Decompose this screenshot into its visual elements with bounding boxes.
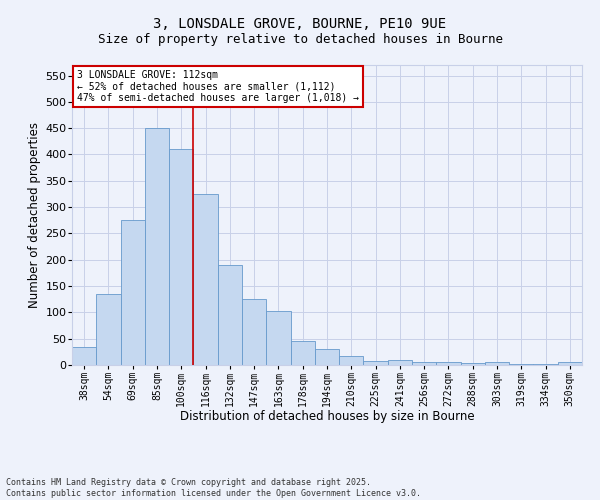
Bar xyxy=(558,362,582,365)
Text: 3 LONSDALE GROVE: 112sqm
← 52% of detached houses are smaller (1,112)
47% of sem: 3 LONSDALE GROVE: 112sqm ← 52% of detach… xyxy=(77,70,359,102)
Bar xyxy=(169,149,193,365)
X-axis label: Distribution of detached houses by size in Bourne: Distribution of detached houses by size … xyxy=(179,410,475,423)
Bar xyxy=(121,220,145,365)
Bar xyxy=(145,128,169,365)
Bar xyxy=(315,349,339,365)
Bar xyxy=(533,364,558,365)
Bar xyxy=(364,362,388,365)
Bar xyxy=(388,360,412,365)
Text: Size of property relative to detached houses in Bourne: Size of property relative to detached ho… xyxy=(97,32,503,46)
Text: Contains HM Land Registry data © Crown copyright and database right 2025.
Contai: Contains HM Land Registry data © Crown c… xyxy=(6,478,421,498)
Bar xyxy=(339,356,364,365)
Y-axis label: Number of detached properties: Number of detached properties xyxy=(28,122,41,308)
Bar xyxy=(290,342,315,365)
Bar xyxy=(72,346,96,365)
Bar xyxy=(218,265,242,365)
Bar xyxy=(485,362,509,365)
Bar xyxy=(412,362,436,365)
Text: 3, LONSDALE GROVE, BOURNE, PE10 9UE: 3, LONSDALE GROVE, BOURNE, PE10 9UE xyxy=(154,18,446,32)
Bar xyxy=(242,299,266,365)
Bar xyxy=(436,362,461,365)
Bar xyxy=(96,294,121,365)
Bar xyxy=(193,194,218,365)
Bar xyxy=(266,311,290,365)
Bar xyxy=(509,364,533,365)
Bar xyxy=(461,363,485,365)
